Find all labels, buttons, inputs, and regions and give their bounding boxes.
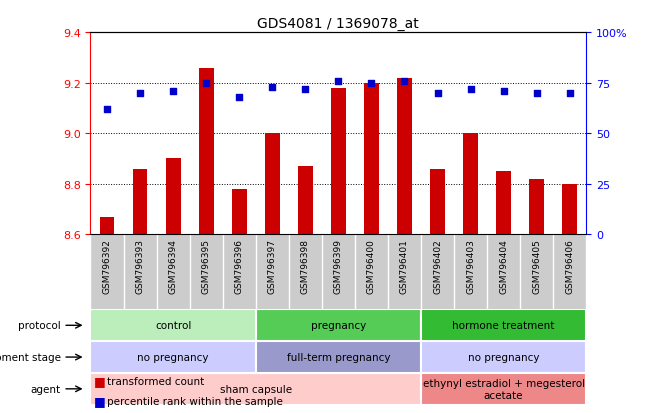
Text: percentile rank within the sample: percentile rank within the sample xyxy=(107,396,283,406)
Text: GSM796392: GSM796392 xyxy=(103,238,111,293)
Point xyxy=(465,86,476,93)
Text: GSM796402: GSM796402 xyxy=(433,238,442,293)
Point xyxy=(531,90,542,97)
Bar xyxy=(529,179,544,235)
Title: GDS4081 / 1369078_at: GDS4081 / 1369078_at xyxy=(257,17,419,31)
Bar xyxy=(133,169,147,235)
Point xyxy=(201,80,212,87)
Text: GSM796401: GSM796401 xyxy=(400,238,409,293)
Text: GSM796396: GSM796396 xyxy=(234,238,244,293)
Text: control: control xyxy=(155,320,191,330)
Bar xyxy=(430,169,445,235)
Text: GSM796393: GSM796393 xyxy=(135,238,145,293)
Point xyxy=(234,94,245,101)
Bar xyxy=(256,310,421,342)
Text: transformed count: transformed count xyxy=(107,376,204,386)
Point xyxy=(498,88,509,95)
Bar xyxy=(90,310,256,342)
Text: GSM796399: GSM796399 xyxy=(334,238,343,293)
Text: hormone treatment: hormone treatment xyxy=(452,320,555,330)
Bar xyxy=(256,342,421,373)
Text: sham capsule: sham capsule xyxy=(220,384,291,394)
Text: ■: ■ xyxy=(94,374,106,387)
Text: GSM796404: GSM796404 xyxy=(499,238,508,293)
Bar xyxy=(421,310,586,342)
Bar xyxy=(397,78,412,235)
Point xyxy=(564,90,575,97)
Text: GSM796395: GSM796395 xyxy=(202,238,210,293)
Point xyxy=(399,78,410,85)
Text: no pregnancy: no pregnancy xyxy=(468,352,539,362)
Text: ethynyl estradiol + megesterol
acetate: ethynyl estradiol + megesterol acetate xyxy=(423,378,585,400)
Text: GSM796394: GSM796394 xyxy=(169,238,178,293)
Text: GSM796406: GSM796406 xyxy=(565,238,574,293)
Point xyxy=(168,88,178,95)
Text: ■: ■ xyxy=(94,394,106,407)
Bar xyxy=(421,373,586,405)
Bar xyxy=(331,88,346,235)
Text: protocol: protocol xyxy=(18,320,61,330)
Text: full-term pregnancy: full-term pregnancy xyxy=(287,352,390,362)
Text: no pregnancy: no pregnancy xyxy=(137,352,209,362)
Text: GSM796403: GSM796403 xyxy=(466,238,475,293)
Bar xyxy=(199,68,214,235)
Bar xyxy=(364,83,379,235)
Bar xyxy=(562,184,577,235)
Point xyxy=(432,90,443,97)
Point xyxy=(267,84,277,91)
Bar xyxy=(463,134,478,235)
Text: GSM796400: GSM796400 xyxy=(367,238,376,293)
Point xyxy=(333,78,344,85)
Bar xyxy=(421,342,586,373)
Point xyxy=(300,86,311,93)
Point xyxy=(102,107,113,113)
Bar xyxy=(232,189,247,235)
Bar xyxy=(90,342,256,373)
Text: agent: agent xyxy=(31,384,61,394)
Bar xyxy=(496,172,511,235)
Text: development stage: development stage xyxy=(0,352,61,362)
Bar xyxy=(298,167,313,235)
Bar xyxy=(265,134,279,235)
Bar xyxy=(100,217,115,235)
Bar xyxy=(165,159,180,235)
Text: GSM796405: GSM796405 xyxy=(532,238,541,293)
Text: pregnancy: pregnancy xyxy=(311,320,366,330)
Text: GSM796397: GSM796397 xyxy=(268,238,277,293)
Text: GSM796398: GSM796398 xyxy=(301,238,310,293)
Point xyxy=(366,80,377,87)
Bar xyxy=(90,373,421,405)
Point xyxy=(135,90,145,97)
